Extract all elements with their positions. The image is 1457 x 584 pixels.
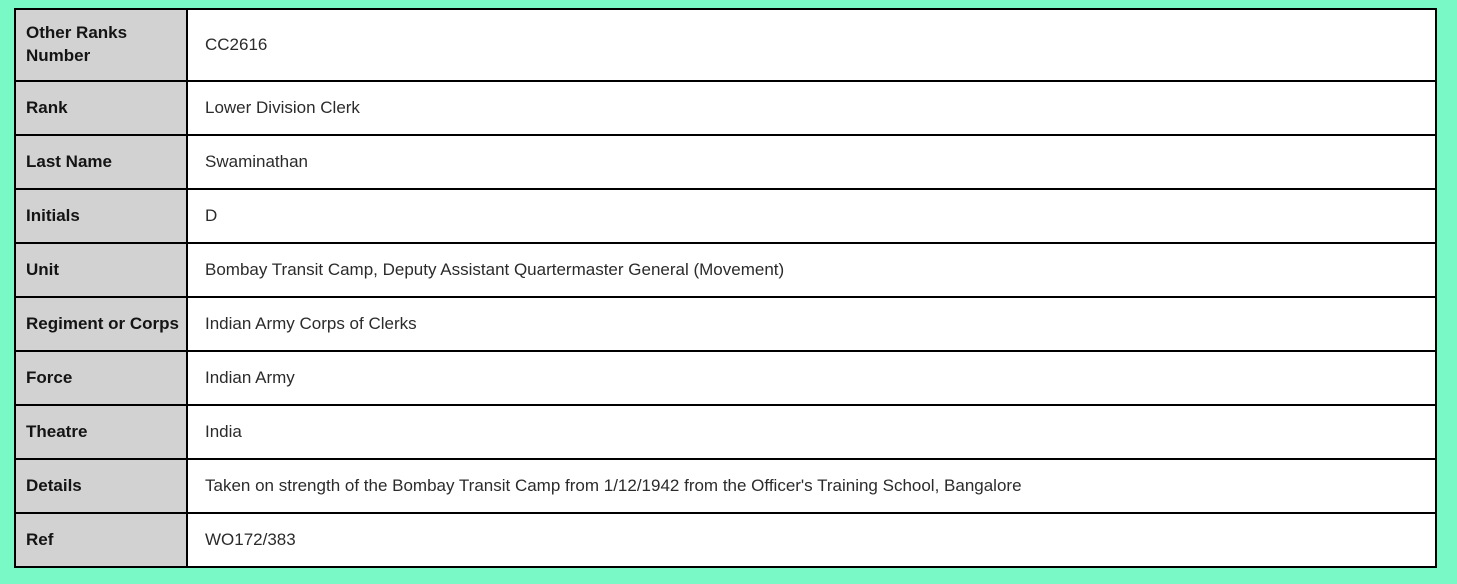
table-row: Details Taken on strength of the Bombay … xyxy=(14,458,1437,514)
field-value: Indian Army Corps of Clerks xyxy=(186,296,1437,352)
field-label: Details xyxy=(14,458,188,514)
field-label: Rank xyxy=(14,80,188,136)
table-row: Other Ranks Number CC2616 xyxy=(14,8,1437,82)
table-row: Ref WO172/383 xyxy=(14,512,1437,568)
table-row: Last Name Swaminathan xyxy=(14,134,1437,190)
record-detail-table: Other Ranks Number CC2616 Rank Lower Div… xyxy=(14,8,1437,568)
field-value: Swaminathan xyxy=(186,134,1437,190)
field-label: Last Name xyxy=(14,134,188,190)
field-label: Theatre xyxy=(14,404,188,460)
field-value: Taken on strength of the Bombay Transit … xyxy=(186,458,1437,514)
field-label: Force xyxy=(14,350,188,406)
field-label: Initials xyxy=(14,188,188,244)
table-row: Theatre India xyxy=(14,404,1437,460)
field-value: WO172/383 xyxy=(186,512,1437,568)
table-row: Unit Bombay Transit Camp, Deputy Assista… xyxy=(14,242,1437,298)
field-label: Other Ranks Number xyxy=(14,8,188,82)
field-value: India xyxy=(186,404,1437,460)
field-label: Ref xyxy=(14,512,188,568)
table-row: Force Indian Army xyxy=(14,350,1437,406)
field-value: Indian Army xyxy=(186,350,1437,406)
field-value: Bombay Transit Camp, Deputy Assistant Qu… xyxy=(186,242,1437,298)
table-row: Initials D xyxy=(14,188,1437,244)
table-row: Regiment or Corps Indian Army Corps of C… xyxy=(14,296,1437,352)
field-value: D xyxy=(186,188,1437,244)
table-row: Rank Lower Division Clerk xyxy=(14,80,1437,136)
field-label: Unit xyxy=(14,242,188,298)
field-label: Regiment or Corps xyxy=(14,296,188,352)
field-value: CC2616 xyxy=(186,8,1437,82)
record-table-body: Other Ranks Number CC2616 Rank Lower Div… xyxy=(14,8,1437,568)
field-value: Lower Division Clerk xyxy=(186,80,1437,136)
